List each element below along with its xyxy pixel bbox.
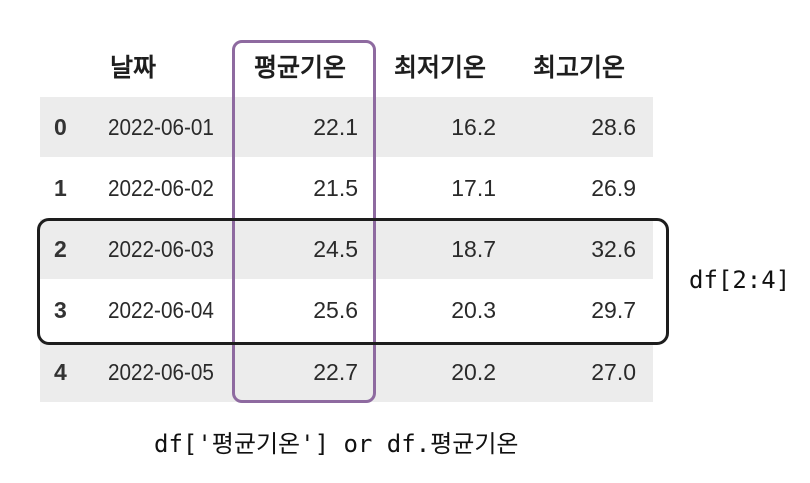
max-temp-cell: 28.6 [591, 114, 636, 140]
min-temp-cell: 17.1 [451, 175, 496, 201]
min-temp-cell: 18.7 [451, 236, 496, 262]
date-cell: 2022-06-01 [108, 114, 214, 140]
column-header-date: 날짜 [110, 53, 157, 82]
column-header-min-temp: 최저기온 [394, 53, 487, 82]
table-row-4: 4 2022-06-05 22.7 20.2 27.0 [40, 342, 653, 402]
row-index: 3 [54, 297, 67, 323]
avg-temp-cell: 22.7 [313, 359, 358, 385]
table-row-0: 0 2022-06-01 22.1 16.2 28.6 [40, 97, 653, 157]
date-cell: 2022-06-04 [108, 297, 214, 323]
date-cell: 2022-06-05 [108, 359, 214, 385]
min-temp-cell: 16.2 [451, 114, 496, 140]
avg-temp-cell: 24.5 [313, 236, 358, 262]
table-row-1: 1 2022-06-02 21.5 17.1 26.9 [40, 158, 653, 218]
max-temp-cell: 27.0 [591, 359, 636, 385]
date-cell: 2022-06-03 [108, 236, 214, 262]
avg-temp-cell: 22.1 [313, 114, 358, 140]
min-temp-cell: 20.3 [451, 297, 496, 323]
row-index: 4 [54, 359, 67, 385]
max-temp-cell: 26.9 [591, 175, 636, 201]
date-cell: 2022-06-02 [108, 175, 214, 201]
row-index: 2 [54, 236, 67, 262]
column-header-max-temp: 최고기온 [533, 53, 626, 82]
avg-temp-cell: 25.6 [313, 297, 358, 323]
min-temp-cell: 20.2 [451, 359, 496, 385]
column-header-avg-temp: 평균기온 [254, 53, 347, 82]
avg-temp-cell: 21.5 [313, 175, 358, 201]
row-index: 1 [54, 175, 67, 201]
row-index: 0 [54, 114, 67, 140]
table-row-2: 2 2022-06-03 24.5 18.7 32.6 [40, 219, 653, 279]
table-row-3: 3 2022-06-04 25.6 20.3 29.7 [40, 280, 653, 340]
row-slice-code-label: df[2:4] [689, 266, 791, 294]
max-temp-cell: 29.7 [591, 297, 636, 323]
max-temp-cell: 32.6 [591, 236, 636, 262]
column-select-code-label: df['평균기온'] or df.평균기온 [154, 430, 519, 458]
